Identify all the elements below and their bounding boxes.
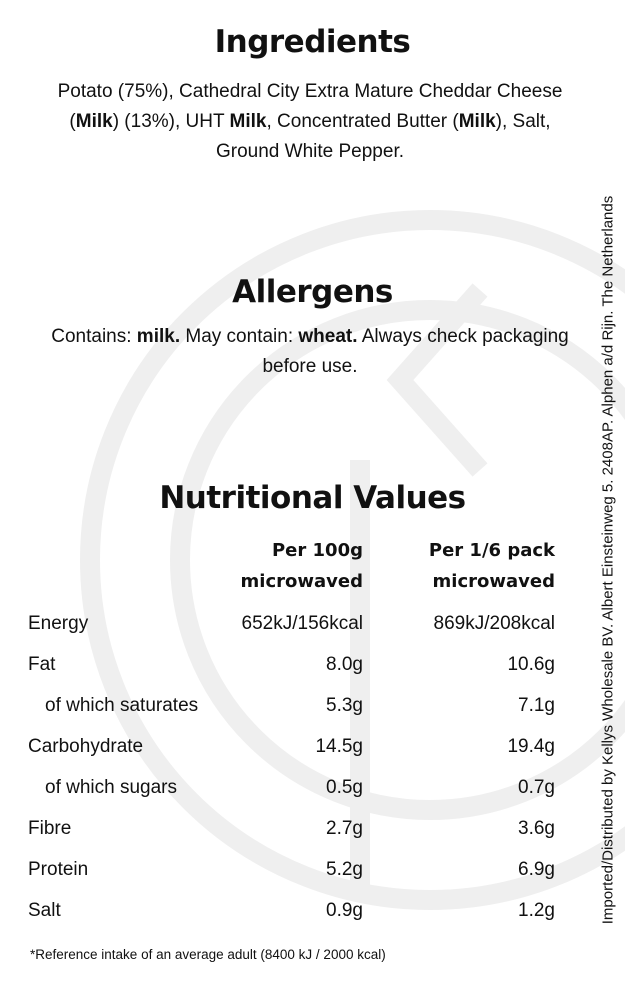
nutrient-row: Fat 8.0g 10.6g <box>28 644 555 685</box>
text-segment: Contains: <box>51 326 137 347</box>
per-100g-value: 652kJ/156kcal <box>241 612 363 634</box>
nutrient-name: of which sugars <box>45 776 178 798</box>
per-pack-value: 7.1g <box>518 694 555 716</box>
nutrient-row: Fibre 2.7g 3.6g <box>28 808 555 849</box>
per-100g-value: 14.5g <box>315 735 363 757</box>
bold-text: Milk <box>458 111 496 132</box>
nutrient-name: Carbohydrate <box>28 735 144 757</box>
nutrient-row: Energy 652kJ/156kcal 869kJ/208kcal <box>28 603 555 644</box>
nutrient-row: Protein 5.2g 6.9g <box>28 849 555 890</box>
text-segment: Always check packaging before use. <box>262 326 569 377</box>
nutrition-table: Per 100g microwaved Per 1/6 pack microwa… <box>28 535 555 931</box>
nutrient-row: of which saturates 5.3g 7.1g <box>28 685 555 726</box>
nutrient-row: Carbohydrate 14.5g 19.4g <box>28 726 555 767</box>
nutrient-name: Fibre <box>28 817 72 839</box>
per-pack-value: 6.9g <box>518 858 555 880</box>
ingredients-title: Ingredients <box>214 24 411 60</box>
footnote: *Reference intake of an average adult (8… <box>30 947 386 962</box>
per-100g-value: 5.3g <box>326 694 363 716</box>
per-100g-value: 0.5g <box>326 776 363 798</box>
nutrient-name: Energy <box>28 612 89 634</box>
per-pack-value: 3.6g <box>518 817 555 839</box>
bold-text: milk. <box>136 326 181 347</box>
nutrient-row: of which sugars 0.5g 0.7g <box>28 767 555 808</box>
per-pack-value: 869kJ/208kcal <box>433 612 555 634</box>
ingredients-text: Potato (75%), Cathedral City Extra Matur… <box>50 77 570 167</box>
column-header: Per 1/6 pack microwaved <box>428 540 555 592</box>
allergens-title: Allergens <box>232 274 393 310</box>
nutrient-name: Salt <box>28 899 61 921</box>
nutrition-title: Nutritional Values <box>159 480 466 516</box>
per-100g-value: 5.2g <box>326 858 363 880</box>
text-segment: Potato (75%), Cathedral City Extra Matur… <box>57 81 563 132</box>
bold-text: Milk <box>229 111 267 132</box>
bold-text: wheat. <box>298 326 358 347</box>
per-pack-value: 19.4g <box>507 735 555 757</box>
text-segment: May contain: <box>180 326 299 347</box>
per-pack-value: 1.2g <box>518 899 555 921</box>
per-100g-value: 0.9g <box>326 899 363 921</box>
text-segment: ) (13%), UHT <box>112 111 230 132</box>
bold-text: Milk <box>75 111 113 132</box>
distributor-note: Imported/Distributed by Kellys Wholesale… <box>599 195 617 925</box>
allergens-text: Contains: milk. May contain: wheat. Alwa… <box>50 322 570 382</box>
column-header: Per 100g microwaved <box>240 540 363 592</box>
header-row: Per 100g microwaved Per 1/6 pack microwa… <box>28 535 555 603</box>
per-100g-value: 2.7g <box>326 817 363 839</box>
per-pack-value: 0.7g <box>518 776 555 798</box>
text-segment: ), Salt, Ground White Pepper. <box>216 111 551 162</box>
nutrient-name: Protein <box>28 858 89 880</box>
text-segment: , Concentrated Butter ( <box>266 111 459 132</box>
per-pack-value: 10.6g <box>507 653 555 675</box>
nutrient-row: Salt 0.9g 1.2g <box>28 890 555 931</box>
per-100g-value: 8.0g <box>326 653 363 675</box>
nutrient-name: of which saturates <box>45 694 199 716</box>
header-blank <box>28 535 208 603</box>
nutrient-name: Fat <box>28 653 56 675</box>
